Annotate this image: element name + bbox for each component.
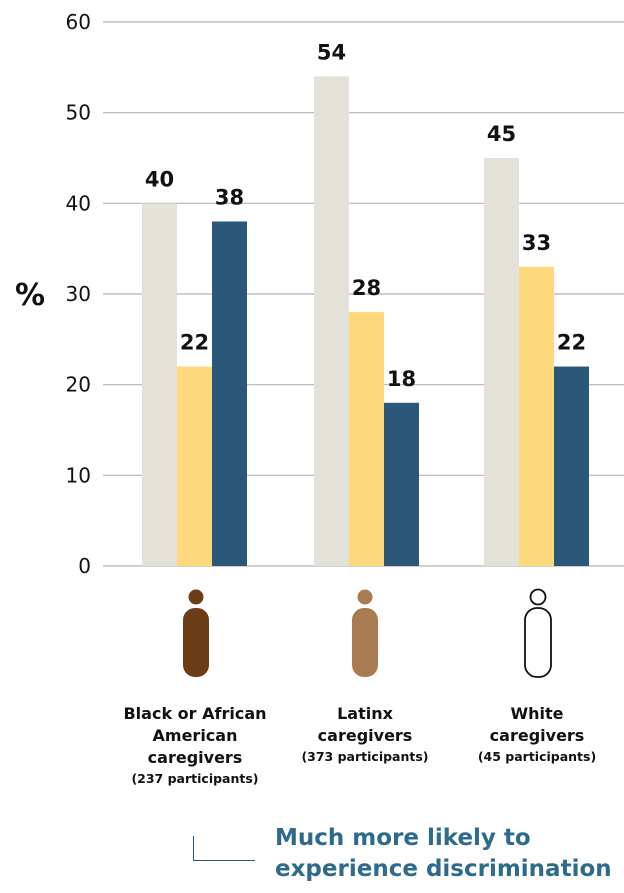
bar bbox=[314, 76, 349, 567]
category-participants: (237 participants) bbox=[131, 771, 259, 786]
category-participants: (373 participants) bbox=[301, 749, 429, 764]
legend-text: Much more likely to experience discrimin… bbox=[275, 825, 612, 882]
category-participants: (45 participants) bbox=[477, 749, 597, 764]
y-tick-label: 10 bbox=[66, 463, 91, 487]
person-body bbox=[524, 607, 552, 678]
category-label-white: White caregivers (45 participants) bbox=[442, 703, 624, 767]
person-icons bbox=[183, 588, 552, 678]
bar bbox=[212, 221, 247, 566]
bar bbox=[554, 366, 589, 566]
y-tick-label: 60 bbox=[66, 10, 91, 34]
value-labels: 40 54 45 22 28 33 38 18 22 bbox=[145, 40, 586, 390]
y-axis-label: % bbox=[15, 278, 45, 313]
value-label: 22 bbox=[557, 331, 586, 355]
person-body bbox=[183, 608, 209, 677]
bar bbox=[177, 366, 212, 566]
category-name: Latinx caregivers bbox=[317, 704, 413, 745]
y-tick-label: 40 bbox=[66, 191, 91, 215]
category-name: Black or African American caregivers bbox=[123, 704, 267, 767]
bar bbox=[142, 203, 177, 567]
value-label: 38 bbox=[215, 185, 244, 209]
y-tick-label: 20 bbox=[66, 373, 91, 397]
person-head bbox=[529, 588, 547, 606]
y-tick-label: 50 bbox=[66, 101, 91, 125]
y-axis-ticks: 0 10 20 30 40 50 60 bbox=[66, 10, 91, 578]
person-icon bbox=[352, 589, 378, 677]
value-label: 33 bbox=[522, 231, 551, 255]
person-head bbox=[357, 589, 373, 605]
bar-chart: 0 10 20 30 40 50 60 % 40 54 45 22 28 33 38 18 22 bbox=[15, 10, 624, 678]
bar bbox=[349, 312, 384, 566]
value-label: 54 bbox=[317, 40, 346, 64]
bar bbox=[519, 266, 554, 566]
legend-bracket-mark bbox=[193, 836, 255, 861]
y-tick-label: 30 bbox=[66, 282, 91, 306]
bars bbox=[142, 76, 589, 567]
value-label: 22 bbox=[180, 331, 209, 355]
category-label-black: Black or African American caregivers (23… bbox=[100, 703, 290, 789]
value-label: 28 bbox=[352, 276, 381, 300]
value-label: 45 bbox=[487, 122, 516, 146]
bar bbox=[384, 402, 419, 566]
category-label-latinx: Latinx caregivers (373 participants) bbox=[270, 703, 460, 767]
value-label: 40 bbox=[145, 167, 174, 191]
category-name: White caregivers bbox=[489, 704, 585, 745]
person-icon bbox=[183, 589, 209, 677]
y-tick-label: 0 bbox=[78, 554, 91, 578]
bar bbox=[484, 158, 519, 566]
value-label: 18 bbox=[387, 367, 416, 391]
person-body bbox=[352, 608, 378, 677]
person-icon bbox=[524, 588, 552, 678]
person-head bbox=[188, 589, 204, 605]
